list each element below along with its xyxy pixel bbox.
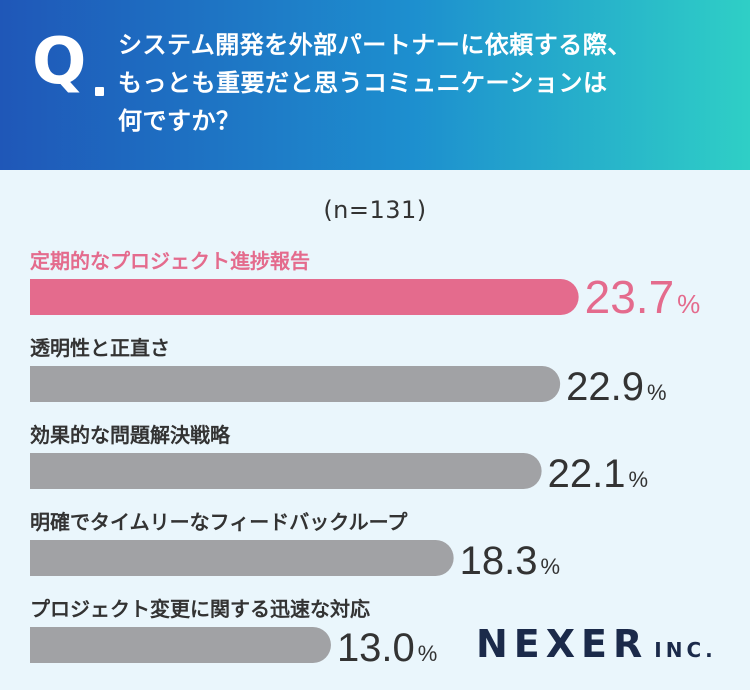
category-label: 明確でタイムリーなフィードバックループ bbox=[30, 510, 408, 534]
bar bbox=[30, 279, 579, 315]
category-label: プロジェクト変更に関する迅速な対応 bbox=[30, 597, 370, 621]
logo-sub: INC. bbox=[654, 638, 717, 662]
value-unit: % bbox=[647, 380, 667, 405]
question-line-3: 何ですか？ bbox=[118, 107, 241, 135]
value-label: 18.3 bbox=[460, 539, 538, 583]
category-label: 透明性と正直さ bbox=[30, 336, 170, 360]
value-unit: % bbox=[677, 289, 700, 319]
value-label: 22.9 bbox=[566, 365, 644, 409]
q-dot bbox=[95, 87, 104, 96]
value-unit: % bbox=[628, 467, 648, 492]
value-unit: % bbox=[418, 641, 438, 666]
bar bbox=[30, 627, 331, 663]
logo-main: NEXER bbox=[476, 622, 649, 666]
bar bbox=[30, 366, 561, 402]
category-label: 効果的な問題解決戦略 bbox=[30, 423, 231, 447]
value-label: 13.0 bbox=[337, 626, 415, 670]
bar-left-edge bbox=[30, 279, 48, 315]
sample-size: (n=131) bbox=[323, 196, 427, 224]
question-line-2: もっとも重要だと思うコミュニケーションは bbox=[118, 69, 608, 97]
bar-left-edge bbox=[30, 453, 48, 489]
company-logo: NEXER INC. bbox=[476, 622, 717, 666]
q-mark: Q bbox=[32, 25, 87, 99]
bar-left-edge bbox=[30, 627, 48, 663]
value-label: 23.7 bbox=[585, 271, 675, 323]
bar-left-edge bbox=[30, 540, 48, 576]
bar bbox=[30, 540, 454, 576]
category-label: 定期的なプロジェクト進捗報告 bbox=[30, 249, 310, 273]
question-text: システム開発を外部パートナーに依頼する際、 もっとも重要だと思うコミュニケーショ… bbox=[118, 26, 728, 140]
question-header: Q システム開発を外部パートナーに依頼する際、 もっとも重要だと思うコミュニケー… bbox=[0, 0, 750, 170]
bar bbox=[30, 453, 542, 489]
bar-left-edge bbox=[30, 366, 48, 402]
question-line-1: システム開発を外部パートナーに依頼する際、 bbox=[118, 31, 632, 59]
value-unit: % bbox=[541, 554, 561, 579]
value-label: 22.1 bbox=[548, 452, 626, 496]
